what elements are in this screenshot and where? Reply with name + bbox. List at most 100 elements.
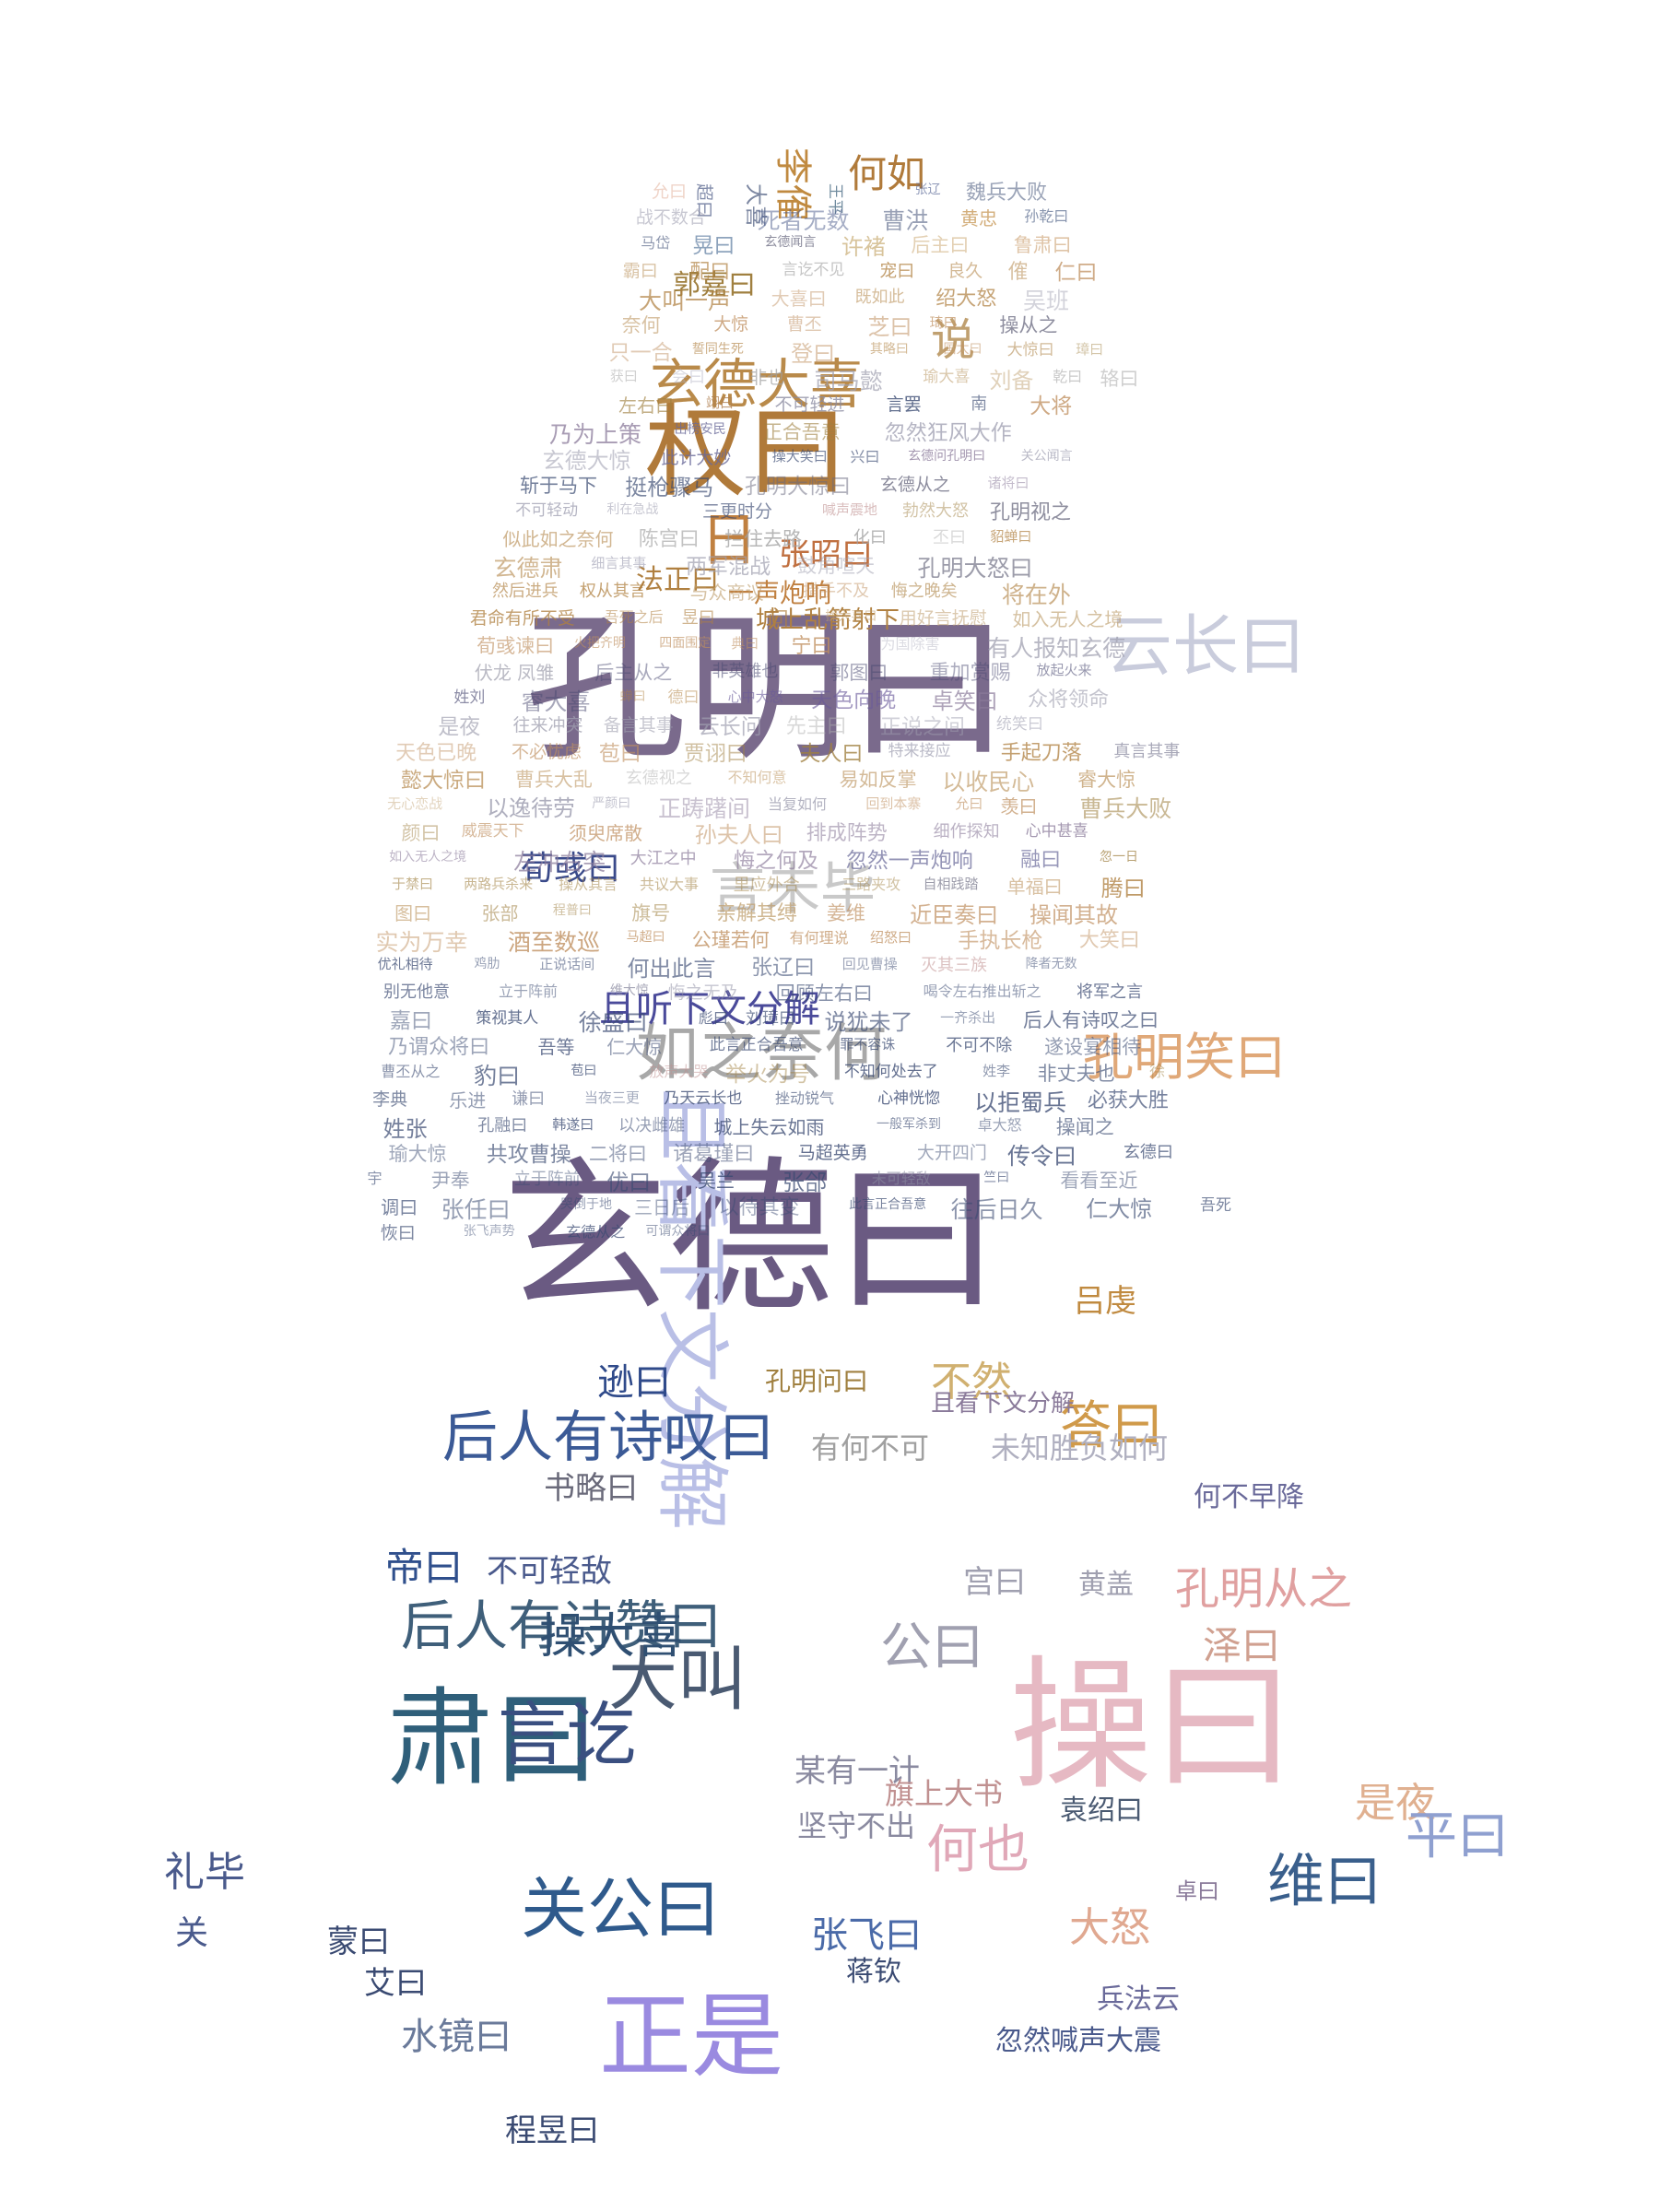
word-filler: 配曰	[689, 261, 731, 284]
word-filler: 伏龙 凤雏	[474, 662, 555, 684]
word-filler: 如入无人之境	[389, 850, 467, 865]
word-filler: 获曰	[609, 368, 638, 384]
word-filler: 典曰	[731, 635, 759, 652]
word-filler: 别无他意	[383, 982, 451, 1002]
word-filler: 立于阵前	[513, 1170, 581, 1189]
word-filler: 无心恋战	[387, 795, 443, 812]
word-filler: 大开四门	[916, 1143, 987, 1163]
word-filler: 芝曰	[867, 314, 912, 340]
word-filler: 云长问	[698, 715, 762, 739]
word-filler: 丕曰	[933, 528, 966, 547]
word-he-ye: 何也	[926, 1820, 1030, 1880]
word-filler: 特来接应	[888, 742, 951, 760]
word-filler: 调曰	[381, 1196, 418, 1218]
word-filler: 忽一日	[1099, 850, 1138, 865]
word-filler: 程普曰	[552, 903, 592, 918]
word-filler: 以决雌雄	[618, 1116, 686, 1135]
word-filler: 不可轻动	[515, 501, 579, 520]
word-yanqi: 言讫	[498, 1694, 637, 1775]
word-filler: 苞曰	[571, 1064, 597, 1078]
word-filler: 实为万幸	[375, 929, 468, 956]
word-chengyu-yue: 程昱曰	[505, 2112, 599, 2149]
word-filler: 先主曰	[785, 715, 847, 738]
word-quan-yue: 权曰	[645, 393, 848, 511]
word-filler: 天色已晚	[395, 742, 477, 765]
word-filler: 里应外合	[733, 876, 800, 895]
word-filler: 往后日久	[950, 1196, 1043, 1223]
word-shuijing-yue: 艾曰	[364, 1965, 427, 2002]
word-chubang-anmin: 何不早降	[1194, 1481, 1304, 1513]
word-filler: 将军之言	[1077, 982, 1144, 1002]
word-filler: 会曰	[672, 368, 706, 387]
word-filler: 玄德闻言	[764, 235, 817, 250]
word-filler: 真言其事	[1113, 742, 1181, 761]
word-filler: 化曰	[853, 528, 887, 547]
word-filler: 郭图曰	[830, 662, 888, 684]
word-filler: 颜曰	[401, 822, 441, 844]
word-filler: 左右曰	[618, 394, 675, 417]
word-filler: 登曰	[791, 341, 836, 367]
word-filler: 忽然一声炮响	[845, 849, 973, 873]
word-filler: 为国除害	[880, 635, 940, 653]
word-filler: 孔明大怒曰	[917, 555, 1033, 582]
word-filler: 操大笑曰	[771, 448, 828, 465]
word-filler: 玄德大惊	[542, 448, 631, 474]
word-wei-yue: 维曰	[1267, 1847, 1382, 1914]
word-filler: 斩于马下	[520, 475, 597, 497]
word-filler: 曹兵大乱	[514, 769, 593, 791]
word-filler: 当夜三更	[583, 1089, 640, 1106]
word-weizhi-shengfu: 有何不可	[811, 1430, 930, 1465]
word-houren-tan: 后人有诗叹曰	[442, 1406, 774, 1470]
word-filler: 张飞声势	[463, 1224, 515, 1239]
word-filler: 然后进兵	[491, 582, 559, 601]
word-filler: 尹奉	[430, 1170, 470, 1192]
word-filler: 宁曰	[791, 635, 832, 658]
word-filler: 正合吾意	[762, 421, 841, 443]
word-huanghai-sheng: 兵法云	[1097, 1983, 1180, 2016]
word-filler: 于禁曰	[391, 876, 433, 892]
word-filler: 玄德从之	[879, 475, 950, 495]
word-ri: 日	[700, 506, 759, 573]
word-filler: 操闻之	[1055, 1116, 1114, 1138]
word-filler: 姜维	[827, 902, 866, 924]
word-filler: 放声大哭	[649, 1063, 709, 1080]
word-filler: 众将领命	[1028, 688, 1110, 712]
word-filler: 吾死之后	[604, 608, 664, 626]
word-yanweibi: 言未毕	[710, 857, 876, 922]
word-filler: 韩遂曰	[552, 1116, 594, 1133]
word-xunyu-yue: 荀彧曰	[521, 850, 621, 888]
word-filler: 不可不除	[946, 1036, 1013, 1055]
word-filler: 战不数合	[635, 207, 706, 228]
word-ze-yue: 孔明从之	[1175, 1563, 1353, 1615]
word-filler: 悔之晚矣	[890, 582, 958, 601]
word-filler: 刘璋曰	[745, 1009, 795, 1029]
word-filler: 悔之何及	[733, 849, 818, 873]
word-naiwei-shangce: 卓曰	[1175, 1878, 1219, 1904]
word-filler: 图曰	[394, 902, 432, 924]
word-filler: 腾曰	[1100, 876, 1146, 901]
word-filler: 许褚	[841, 234, 886, 260]
word-filler: 言罢	[886, 394, 922, 415]
word-filler: 罪不容诛	[840, 1036, 896, 1053]
word-filler: 重加赏赐	[929, 662, 1011, 685]
word-filler: 绍怒曰	[870, 929, 912, 946]
word-filler: 左冲右突	[513, 849, 606, 876]
word-kongming-yue: 孔明曰	[525, 595, 1009, 782]
word-filler: 其略曰	[869, 342, 909, 357]
word-zhan-bushu: 某有一计	[794, 1753, 920, 1790]
word-filler: 旗号	[631, 902, 671, 924]
word-filler: 正说话间	[539, 956, 595, 972]
word-guangong-yue: 关公曰	[521, 1870, 721, 1947]
word-filler: 有人报知玄德	[987, 635, 1126, 662]
word-filler: 放起火来	[1036, 662, 1092, 678]
word-filler: 此言正合吾意	[849, 1197, 927, 1212]
word-houren-zan: 后人有诗赞曰	[401, 1594, 723, 1657]
word-filler: 此计大妙	[661, 448, 732, 468]
word-di-yue: 帝曰	[385, 1545, 464, 1590]
word-filler: 三路夹攻	[841, 876, 901, 893]
word-filler: 未可轻敌	[871, 1170, 931, 1187]
word-filler: 举火为号	[725, 1063, 811, 1087]
word-shulue-yue: 不可轻敌	[487, 1553, 612, 1590]
word-filler: 嘉曰	[389, 1009, 432, 1033]
word-filler: 融曰	[1020, 849, 1062, 872]
